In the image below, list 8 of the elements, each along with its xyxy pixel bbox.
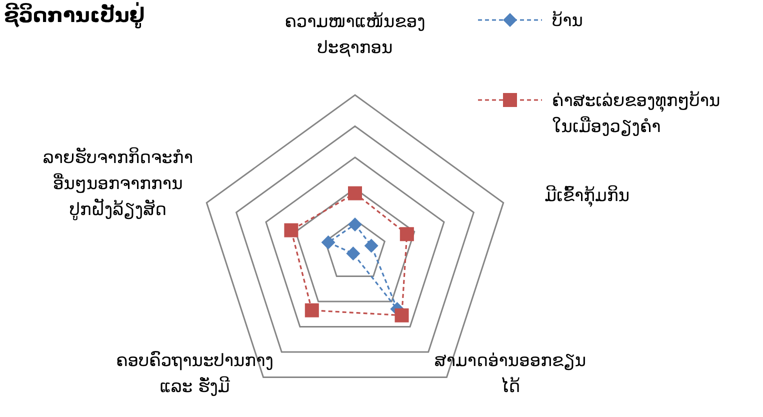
legend-label: ຄ່າສະເລ່ຍຂອງທຸກໆບ້ານ ໃນເມືອງວຽງຄຳ <box>552 90 720 137</box>
chart-title: ຊີວິດການເປັນຢູ່ <box>4 2 145 29</box>
spoke-label: ຄອບຄົວຖານະປານກາງ ແລະ ຮັ່ງມີ <box>116 351 274 398</box>
spoke-label: ສາມາດອ່ານອອກຂຽນ ໄດ້ <box>434 351 586 398</box>
spoke-label: ມີເຂົ້າກຸ້ມກິນ <box>544 184 630 207</box>
legend-label: ບ້ານ <box>552 10 583 31</box>
spoke-label: ຄວາມໜາແໜ້ນຂອງ ປະຊາກອນ <box>284 10 426 58</box>
spoke-label: ລາຍຮັບຈາກກິດຈະກຳ ອື່ນໆນອກຈາກການ ປູກຝັງລ້ຽງສັດ <box>42 146 193 221</box>
